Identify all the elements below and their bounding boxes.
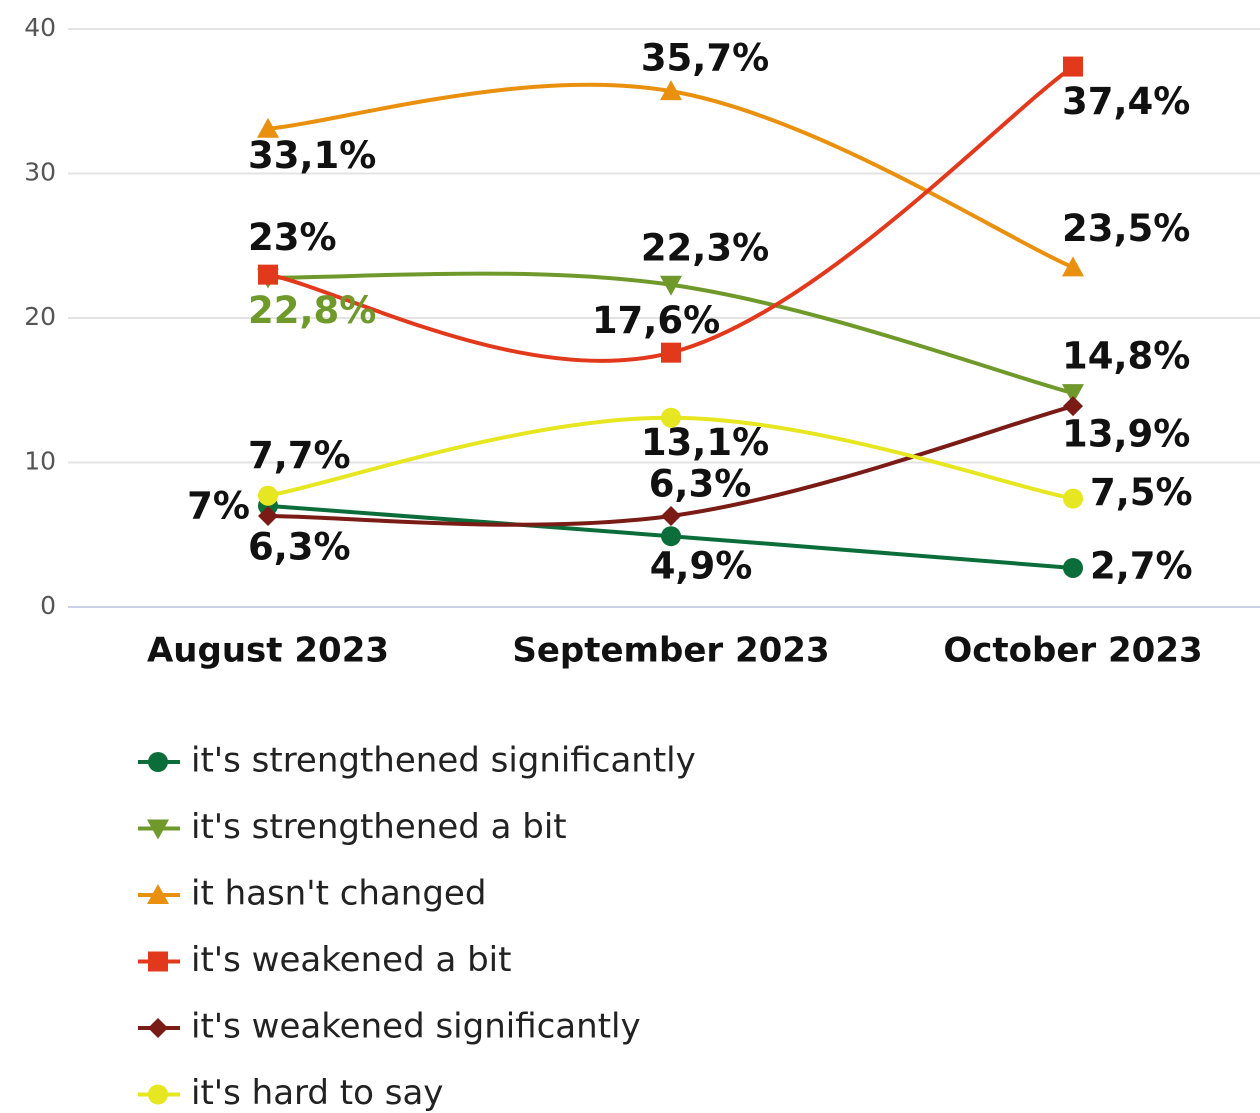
marker — [1063, 488, 1083, 509]
marker — [1063, 56, 1083, 77]
marker — [148, 951, 168, 972]
marker — [1062, 384, 1084, 405]
marker — [661, 407, 681, 428]
legend-label: it's weakened significantly — [191, 1007, 641, 1047]
y-tick-label: 10 — [24, 447, 56, 476]
marker — [258, 505, 278, 526]
x-tick-label: September 2023 — [512, 631, 829, 671]
legend-label: it's strengthened significantly — [191, 741, 696, 781]
x-tick-label: October 2023 — [943, 631, 1202, 671]
marker — [1063, 396, 1083, 417]
marker — [148, 1084, 168, 1105]
legend-item: it's hard to say — [138, 1073, 443, 1113]
y-tick-label: 0 — [40, 591, 56, 620]
value-label: 13,9% — [1062, 413, 1190, 456]
marker — [660, 80, 682, 101]
legend-label: it's weakened a bit — [191, 940, 511, 980]
legend-item: it hasn't changed — [138, 874, 486, 914]
marker — [258, 264, 278, 285]
value-label: 23% — [248, 216, 337, 259]
marker — [660, 275, 682, 296]
marker — [1062, 256, 1084, 277]
value-label: 7% — [187, 484, 250, 527]
value-label: 4,9% — [650, 545, 753, 588]
legend-item: it's weakened a bit — [138, 940, 511, 980]
marker — [148, 1018, 168, 1038]
marker — [661, 505, 681, 526]
marker — [1063, 557, 1083, 578]
legend-item: it's weakened significantly — [138, 1007, 641, 1047]
legend-item: it's strengthened a bit — [138, 807, 567, 847]
legend-label: it hasn't changed — [191, 874, 486, 914]
value-label: 14,8% — [1062, 335, 1190, 378]
marker — [258, 485, 278, 506]
marker — [147, 884, 169, 904]
marker — [257, 117, 279, 138]
value-label: 13,1% — [641, 421, 769, 464]
marker — [661, 526, 681, 547]
legend-item: it's strengthened significantly — [138, 741, 696, 781]
legend-label: it's strengthened a bit — [191, 807, 567, 847]
value-label: 22,8% — [248, 289, 376, 332]
value-label: 23,5% — [1062, 207, 1190, 250]
value-label: 6,3% — [248, 525, 351, 568]
value-label: 7,5% — [1090, 471, 1193, 514]
marker — [147, 819, 169, 840]
value-label: 35,7% — [641, 37, 769, 80]
value-label: 33,1% — [248, 134, 376, 177]
y-tick-label: 40 — [24, 13, 56, 42]
value-label: 6,3% — [649, 462, 752, 505]
value-label: 22,3% — [641, 226, 769, 269]
value-label: 17,6% — [592, 299, 720, 342]
y-tick-label: 30 — [24, 158, 56, 187]
value-label: 37,4% — [1062, 80, 1190, 123]
y-tick-label: 20 — [24, 302, 56, 331]
x-tick-label: August 2023 — [147, 631, 389, 671]
legend-label: it's hard to say — [191, 1073, 443, 1113]
marker — [661, 342, 681, 363]
value-label: 7,7% — [248, 434, 351, 477]
value-label: 2,7% — [1090, 544, 1193, 587]
marker — [148, 752, 168, 772]
